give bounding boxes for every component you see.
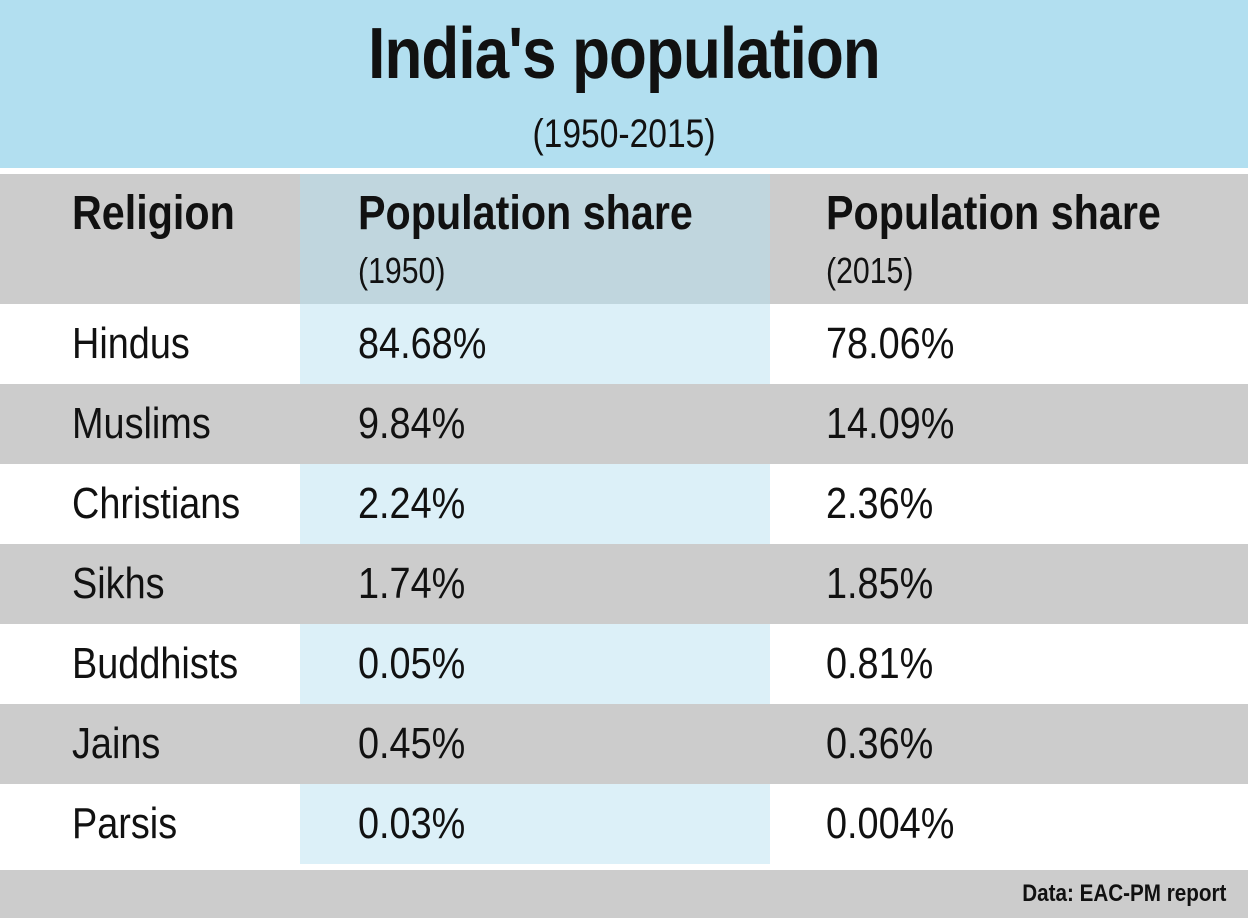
header-share-1950: Population share — [358, 187, 693, 240]
religion-cell: Jains — [72, 719, 161, 768]
share-2015-cell: 78.06% — [826, 319, 955, 368]
column-highlight — [300, 544, 770, 624]
source-note: Data: EAC-PM report — [1021, 880, 1226, 907]
header-year-2015: (2015) — [826, 250, 914, 291]
share-1950-cell: 9.84% — [358, 399, 466, 448]
table-row: Jains 0.45% 0.36% — [0, 704, 1248, 784]
header-religion: Religion — [72, 187, 235, 240]
share-1950-cell: 84.68% — [358, 319, 487, 368]
table-body: Hindus 84.68% 78.06% Muslims 9.84% 14.09% Chri… — [0, 304, 1248, 864]
share-2015-cell: 0.004% — [826, 799, 955, 848]
page-subtitle: (1950-2015) — [532, 112, 716, 156]
table-row: Hindus 84.68% 78.06% — [0, 304, 1248, 384]
religion-cell: Sikhs — [72, 559, 165, 608]
population-table: Religion Population share (1950) Populat… — [0, 174, 1248, 864]
share-1950-cell: 0.03% — [358, 799, 466, 848]
religion-cell: Buddhists — [72, 639, 239, 688]
share-2015-cell: 0.36% — [826, 719, 934, 768]
table-row: Muslims 9.84% 14.09% — [0, 384, 1248, 464]
share-1950-cell: 1.74% — [358, 559, 466, 608]
religion-cell: Parsis — [72, 799, 178, 848]
header-banner: India's population (1950-2015) — [0, 0, 1248, 168]
religion-cell: Muslims — [72, 399, 211, 448]
column-highlight — [300, 304, 770, 384]
share-1950-cell: 0.45% — [358, 719, 466, 768]
column-highlight — [300, 464, 770, 544]
share-2015-cell: 1.85% — [826, 559, 934, 608]
header-divider — [0, 168, 1248, 174]
table-row: Christians 2.24% 2.36% — [0, 464, 1248, 544]
column-highlight — [300, 624, 770, 704]
column-highlight — [300, 384, 770, 464]
table-row: Parsis 0.03% 0.004% — [0, 784, 1248, 864]
table-row: Buddhists 0.05% 0.81% — [0, 624, 1248, 704]
column-highlight — [300, 174, 770, 304]
table-header-row: Religion Population share (1950) Populat… — [0, 174, 1248, 304]
header-share-2015: Population share — [826, 187, 1161, 240]
column-highlight — [300, 704, 770, 784]
share-1950-cell: 0.05% — [358, 639, 466, 688]
share-2015-cell: 14.09% — [826, 399, 955, 448]
column-highlight — [300, 784, 770, 864]
share-1950-cell: 2.24% — [358, 479, 466, 528]
religion-cell: Christians — [72, 479, 241, 528]
footer-bar: Data: EAC-PM report — [0, 870, 1248, 918]
header-year-1950: (1950) — [358, 250, 446, 291]
share-2015-cell: 2.36% — [826, 479, 934, 528]
table-row: Sikhs 1.74% 1.85% — [0, 544, 1248, 624]
religion-cell: Hindus — [72, 319, 190, 368]
page-title: India's population — [368, 14, 881, 94]
share-2015-cell: 0.81% — [826, 639, 934, 688]
